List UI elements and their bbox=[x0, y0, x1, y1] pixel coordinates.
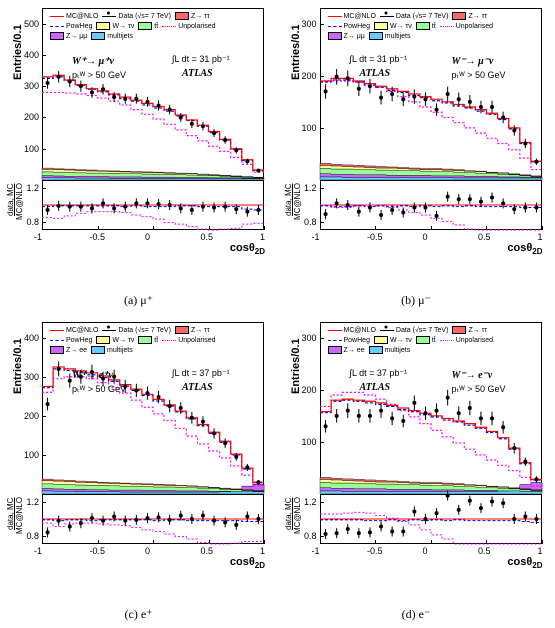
xlabel: cosθ2D bbox=[230, 242, 265, 256]
ylabel-main: Entries/0.1 bbox=[290, 24, 302, 80]
legend: MC@NLOData (√s= 7 TeV)Z→ ττPowHegW→ τνtt… bbox=[328, 326, 536, 356]
caption-b: (b) μ⁻ bbox=[278, 291, 555, 314]
ylabel-main: Entries/0.1 bbox=[12, 338, 24, 394]
legend: MC@NLOData (√s= 7 TeV)Z→ ττPowHegW→ τνtt… bbox=[328, 12, 536, 42]
panel-b: Entries/0.1data, MCMC@NLOcosθ2D100200300… bbox=[278, 0, 555, 291]
panel-a: Entries/0.1data, MCMC@NLOcosθ2D100200300… bbox=[0, 0, 277, 291]
xlabel: cosθ2D bbox=[230, 556, 265, 570]
legend: MC@NLOData (√s= 7 TeV)Z→ ττPowHegW→ τνtt… bbox=[50, 326, 258, 356]
caption-c: (c) e⁺ bbox=[0, 605, 277, 628]
caption-d: (d) e⁻ bbox=[278, 605, 555, 628]
ylabel-main: Entries/0.1 bbox=[12, 24, 24, 80]
panel-d: Entries/0.1data, MCMC@NLOcosθ2D100200300… bbox=[278, 314, 555, 605]
xlabel: cosθ2D bbox=[507, 242, 542, 256]
xlabel: cosθ2D bbox=[507, 556, 542, 570]
caption-a: (a) μ⁺ bbox=[0, 291, 277, 314]
legend: MC@NLOData (√s= 7 TeV)Z→ ττPowHegW→ τνtt… bbox=[50, 12, 258, 42]
figure-grid: Entries/0.1data, MCMC@NLOcosθ2D100200300… bbox=[0, 0, 555, 628]
panel-c: Entries/0.1data, MCMC@NLOcosθ2D100200300… bbox=[0, 314, 277, 605]
ylabel-main: Entries/0.1 bbox=[290, 338, 302, 394]
